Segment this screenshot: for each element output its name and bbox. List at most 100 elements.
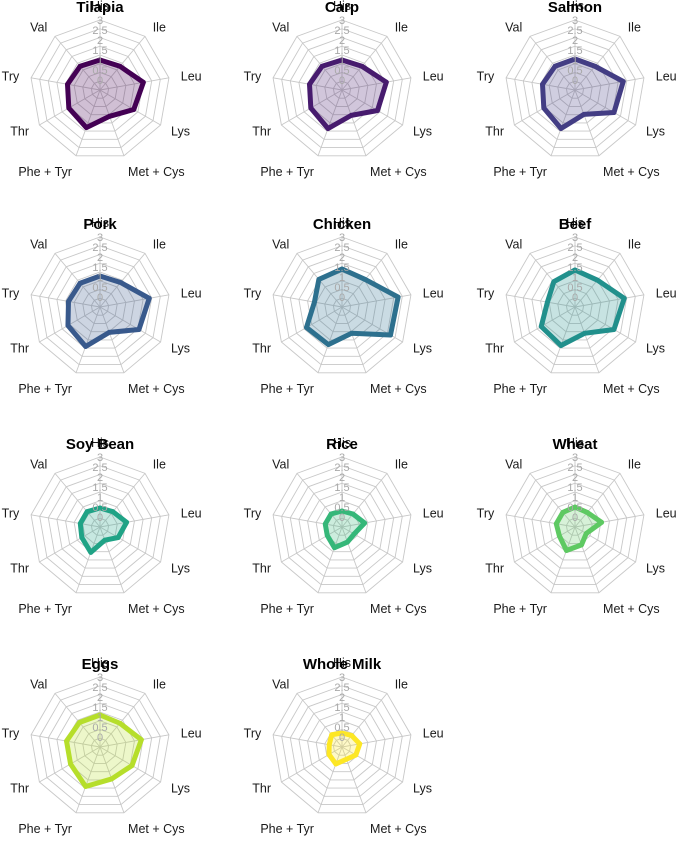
tick-label: 0: [339, 732, 345, 744]
data-point-ile: [595, 277, 600, 283]
grid-spoke: [75, 746, 101, 813]
axis-label-phe-tyr: Phe + Tyr: [493, 602, 547, 616]
tick-label: 1.5: [92, 702, 107, 714]
axis-label-try: Try: [244, 286, 262, 300]
data-point-ile: [117, 720, 123, 726]
axis-label-phe-tyr: Phe + Tyr: [260, 822, 314, 836]
tick-label: 3: [572, 15, 578, 27]
tick-label: 0.5: [92, 722, 107, 734]
grid-ring: [90, 297, 110, 316]
axis-label-phe-tyr: Phe + Tyr: [18, 165, 72, 179]
grid-spoke: [574, 89, 636, 126]
data-point-phe-tyr: [83, 344, 89, 349]
grid-spoke: [75, 306, 101, 373]
tick-label: 3: [97, 452, 103, 464]
grid-spoke: [75, 526, 101, 593]
grid-spoke: [341, 473, 388, 528]
tick-label: 0: [339, 75, 345, 87]
series-polygon-salmon: [540, 56, 626, 132]
radar-panel-tilapia: 00.511.522.53 His Ile Leu Lys Met + Cys Phe + …: [2, 0, 202, 179]
grid-spoke: [281, 306, 343, 343]
tick-label: 1: [572, 55, 578, 67]
axis-label-try: Try: [2, 726, 20, 740]
data-point-thr: [66, 105, 72, 111]
grid-spoke: [99, 514, 170, 528]
data-point-thr: [308, 105, 314, 111]
tick-label: 2.5: [92, 682, 107, 694]
tick-label: 2: [97, 35, 103, 47]
grid-spoke: [99, 693, 146, 748]
chart-title: Eggs: [82, 656, 119, 673]
tick-label: 1.5: [334, 262, 349, 274]
grid-spoke: [550, 306, 576, 373]
grid-ring: [557, 289, 593, 324]
grid-ring: [565, 517, 585, 536]
grid-spoke: [574, 306, 600, 373]
tick-label: 0.5: [92, 65, 107, 77]
axis-label-met-cys: Met + Cys: [370, 165, 427, 179]
grid-ring: [565, 297, 585, 316]
grid-spoke: [54, 253, 101, 308]
axis-label-his: His: [333, 656, 351, 670]
data-point-thr: [68, 761, 73, 767]
axis-label-ile: Ile: [395, 678, 408, 692]
data-point-his: [572, 267, 578, 273]
data-point-thr: [324, 533, 330, 538]
data-point-lys: [611, 110, 617, 115]
data-point-met-cys: [581, 112, 587, 117]
axis-label-val: Val: [505, 238, 522, 252]
tick-label: 2.5: [334, 25, 349, 37]
tick-label: 2.5: [567, 462, 582, 474]
grid-spoke: [317, 306, 343, 373]
grid-ring: [505, 456, 645, 594]
axis-label-leu: Leu: [656, 286, 677, 300]
grid-spoke: [272, 294, 343, 308]
data-point-val: [77, 720, 82, 725]
data-point-val: [319, 63, 325, 69]
grid-spoke: [574, 514, 645, 528]
axis-label-thr: Thr: [252, 782, 271, 796]
grid-spoke: [514, 306, 576, 343]
grid-ring: [514, 465, 636, 586]
grid-spoke: [550, 526, 576, 593]
tick-label: 0: [97, 512, 103, 524]
data-point-phe-tyr: [83, 125, 89, 130]
grid-spoke: [54, 473, 101, 528]
tick-label: 1: [339, 712, 345, 724]
axis-label-thr: Thr: [252, 125, 271, 139]
radar-panel-beef: 00.511.522.53 His Ile Leu Lys Met + Cys Phe + …: [477, 216, 677, 396]
axis-label-lys: Lys: [171, 782, 190, 796]
grid-spoke: [317, 89, 343, 156]
data-point-his: [572, 56, 578, 62]
chart-title: Chicken: [313, 216, 371, 233]
data-point-met-cys: [348, 112, 354, 118]
data-point-lys: [375, 108, 380, 113]
grid-ring: [281, 28, 403, 149]
data-point-phe-tyr: [333, 761, 339, 767]
data-point-ile: [359, 63, 365, 69]
chart-title: Carp: [325, 0, 359, 16]
tick-label: 2: [572, 252, 578, 264]
axis-label-lys: Lys: [646, 125, 665, 139]
axis-label-thr: Thr: [10, 782, 29, 796]
axis-label-ile: Ile: [153, 458, 166, 472]
data-point-val: [329, 732, 335, 738]
axis-label-val: Val: [272, 21, 289, 35]
axis-label-try: Try: [244, 726, 262, 740]
tick-label: 1: [97, 712, 103, 724]
series-polygon-wheat: [553, 504, 605, 553]
data-point-his: [339, 57, 345, 63]
radar-panel-salmon: 00.511.522.53 His Ile Leu Lys Met + Cys Phe + …: [477, 0, 677, 179]
grid-ring: [540, 491, 610, 561]
data-point-val: [552, 63, 558, 69]
axis-label-phe-tyr: Phe + Tyr: [18, 822, 72, 836]
grid-ring: [557, 72, 593, 107]
tick-label: 1: [97, 272, 103, 284]
series-polygon-carp: [307, 57, 389, 132]
tick-label: 3: [339, 452, 345, 464]
data-point-lys: [136, 327, 142, 332]
grid-ring: [39, 685, 161, 806]
grid-ring: [298, 702, 386, 789]
grid-ring: [565, 80, 585, 99]
grid-ring: [82, 72, 118, 107]
